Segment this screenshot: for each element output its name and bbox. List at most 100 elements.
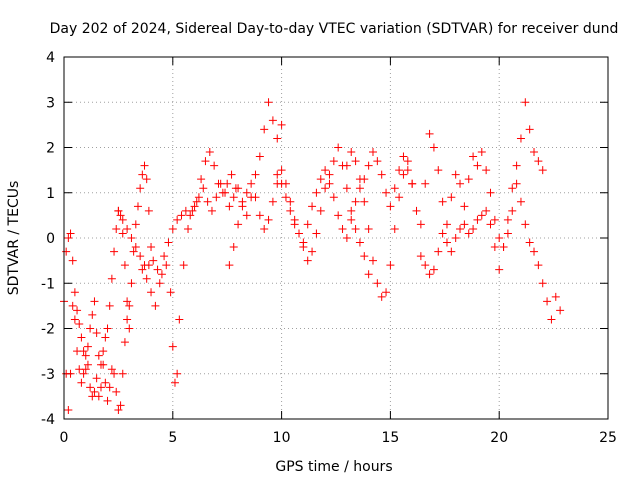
data-point — [277, 120, 286, 129]
data-point — [92, 374, 101, 383]
data-point — [425, 270, 434, 279]
y-tick-label: 0 — [46, 231, 55, 247]
y-tick-label: 3 — [46, 95, 55, 111]
data-point — [255, 211, 264, 220]
x-tick-label: 0 — [60, 430, 69, 446]
data-point — [99, 347, 108, 356]
data-point — [105, 383, 114, 392]
series-arc-7 — [342, 129, 482, 301]
series-arc-1 — [60, 161, 156, 414]
data-point — [94, 392, 103, 401]
data-point — [464, 175, 473, 184]
data-point — [127, 279, 136, 288]
series-arc-8 — [416, 98, 547, 279]
data-point — [201, 157, 210, 166]
data-point — [390, 224, 399, 233]
data-point — [173, 369, 182, 378]
data-point — [212, 193, 221, 202]
data-point — [125, 324, 134, 333]
data-point — [456, 224, 465, 233]
x-tick-label: 20 — [490, 430, 508, 446]
data-point — [131, 243, 140, 252]
data-point — [127, 234, 136, 242]
data-point — [364, 161, 373, 170]
y-axis-label: SDTVAR / TECUs — [6, 181, 22, 296]
data-point — [312, 229, 321, 238]
series-arc-6 — [273, 148, 417, 247]
data-point — [144, 261, 153, 270]
data-point — [268, 197, 277, 206]
data-point — [281, 193, 290, 202]
data-point — [118, 215, 127, 224]
data-point — [329, 193, 338, 202]
data-point — [438, 197, 447, 206]
data-point — [168, 224, 177, 233]
data-point — [303, 256, 312, 265]
data-point — [364, 270, 373, 279]
data-point — [477, 148, 486, 157]
data-point — [179, 261, 188, 270]
data-point — [351, 224, 360, 233]
data-point — [77, 333, 86, 342]
x-axis-label: GPS time / hours — [275, 459, 392, 475]
data-point — [157, 270, 166, 279]
data-point — [133, 202, 142, 211]
data-point — [429, 143, 438, 152]
data-point — [312, 188, 321, 197]
data-point — [210, 161, 219, 170]
data-point — [295, 229, 304, 238]
series-arc-5 — [225, 143, 373, 279]
data-point — [421, 261, 430, 270]
data-point — [299, 238, 308, 247]
data-point — [390, 184, 399, 193]
data-point — [107, 274, 116, 283]
data-point — [118, 229, 127, 238]
data-point — [429, 265, 438, 274]
data-point — [495, 265, 504, 274]
data-point — [530, 148, 539, 157]
data-point — [373, 157, 382, 166]
data-point — [175, 315, 184, 324]
series-arc-9 — [477, 148, 565, 324]
data-point — [166, 288, 175, 297]
data-point — [508, 206, 517, 215]
data-point — [447, 193, 456, 202]
data-point — [90, 297, 99, 306]
plot-frame — [63, 56, 609, 420]
data-point — [66, 229, 75, 238]
data-point — [79, 369, 88, 378]
data-point — [382, 288, 391, 297]
data-point — [477, 211, 486, 220]
data-point — [83, 360, 92, 369]
grid — [64, 57, 608, 419]
data-point — [207, 206, 216, 215]
data-point — [131, 220, 140, 229]
data-point — [425, 129, 434, 138]
data-point — [342, 234, 351, 242]
data-point — [516, 197, 525, 206]
data-point — [110, 369, 119, 378]
data-point — [308, 247, 317, 256]
data-point — [277, 179, 286, 188]
data-point — [351, 157, 360, 166]
data-point — [114, 206, 123, 215]
data-point — [516, 134, 525, 143]
data-point — [277, 166, 286, 175]
data-point — [147, 243, 156, 252]
data-point — [347, 148, 356, 157]
data-point — [234, 184, 243, 193]
data-point — [334, 211, 343, 220]
data-point — [268, 116, 277, 125]
data-points — [60, 98, 565, 414]
data-point — [79, 347, 88, 356]
data-point — [273, 170, 282, 179]
data-point — [503, 229, 512, 238]
data-point — [199, 184, 208, 193]
data-point — [486, 220, 495, 229]
data-point — [173, 215, 182, 224]
data-point — [538, 166, 547, 175]
data-point — [338, 224, 347, 233]
data-point — [286, 197, 295, 206]
data-point — [242, 188, 251, 197]
axis-ticks: 0 5 10 15 20 25 -4 -3 -2 -1 0 1 2 3 4 — [41, 50, 617, 446]
